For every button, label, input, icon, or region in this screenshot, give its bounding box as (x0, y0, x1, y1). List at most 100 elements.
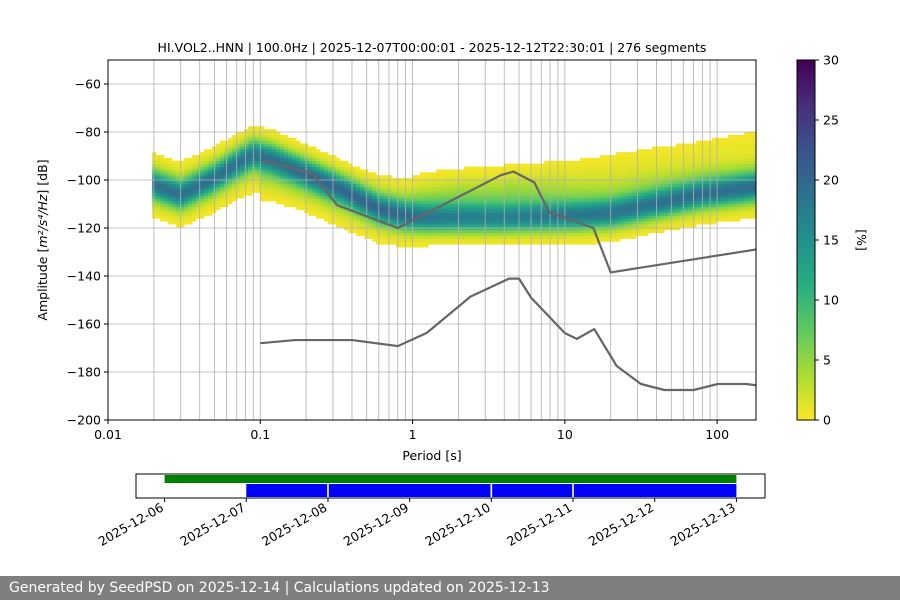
heatmap-cell (192, 198, 197, 202)
heatmap-cell (420, 238, 425, 242)
heatmap-cell (588, 229, 593, 234)
heatmap-cell (172, 166, 177, 170)
heatmap-cell (348, 201, 353, 205)
heatmap-cell (468, 227, 473, 231)
heatmap-cell (164, 198, 169, 202)
heatmap-cell (664, 160, 669, 164)
heatmap-cell (228, 180, 233, 185)
heatmap-cell (740, 137, 745, 141)
heatmap-cell (352, 172, 357, 176)
heatmap-cell (468, 232, 473, 236)
heatmap-cell (352, 229, 357, 234)
heatmap-cell (616, 155, 621, 159)
heatmap-cell (436, 221, 441, 225)
heatmap-cell (364, 224, 369, 228)
heatmap-cell (448, 172, 453, 176)
heatmap-cell (464, 204, 469, 208)
heatmap-cell (272, 134, 277, 139)
heatmap-cell (468, 186, 473, 190)
heatmap-cell (420, 195, 425, 199)
heatmap-cell (696, 212, 701, 216)
heatmap-cell (592, 204, 597, 208)
heatmap-cell (364, 195, 369, 199)
heatmap-cell (560, 227, 565, 231)
heatmap-cell (496, 241, 501, 245)
heatmap-cell (544, 235, 549, 239)
heatmap-cell (256, 129, 261, 133)
heatmap-cell (152, 215, 157, 219)
heatmap-cell (308, 149, 313, 153)
heatmap-cell (488, 212, 493, 216)
heatmap-cell (500, 235, 505, 239)
heatmap-cell (576, 172, 581, 176)
heatmap-cell (736, 149, 741, 153)
heatmap-cell (568, 212, 573, 216)
heatmap-cell (252, 134, 257, 139)
heatmap-cell (552, 224, 557, 228)
heatmap-cell (716, 189, 721, 193)
heatmap-cell (692, 180, 697, 185)
heatmap-cell (220, 149, 225, 153)
y-axis-label-end: ] [dB] (35, 159, 50, 194)
heatmap-cell (348, 204, 353, 208)
heatmap-cell (740, 172, 745, 176)
heatmap-cell (200, 169, 205, 173)
heatmap-cell (388, 189, 393, 193)
heatmap-cell (424, 172, 429, 176)
heatmap-cell (588, 238, 593, 242)
heatmap-cell (392, 198, 397, 202)
heatmap-cell (712, 140, 717, 144)
heatmap-cell (712, 172, 717, 176)
heatmap-cell (324, 198, 329, 202)
heatmap-cell (396, 195, 401, 199)
heatmap-cell (504, 218, 509, 222)
heatmap-cell (240, 195, 245, 199)
heatmap-cell (736, 183, 741, 188)
heatmap-cell (200, 212, 205, 216)
heatmap-cell (360, 204, 365, 208)
heatmap-cell (180, 221, 185, 225)
heatmap-cell (220, 183, 225, 188)
heatmap-cell (624, 163, 629, 167)
heatmap-cell (696, 209, 701, 213)
heatmap-cell (432, 189, 437, 193)
heatmap-cell (292, 175, 297, 179)
heatmap-cell (732, 186, 737, 190)
heatmap-cell (532, 235, 537, 239)
heatmap-cell (544, 229, 549, 234)
heatmap-cell (236, 195, 241, 199)
heatmap-cell (440, 201, 445, 205)
heatmap-cell (192, 155, 197, 159)
heatmap-cell (748, 166, 753, 170)
heatmap-cell (400, 189, 405, 193)
heatmap-cell (640, 169, 645, 173)
heatmap-cell (476, 204, 481, 208)
heatmap-cell (416, 186, 421, 190)
heatmap-cell (340, 186, 345, 190)
heatmap-cell (220, 157, 225, 162)
heatmap-cell (240, 140, 245, 144)
heatmap-cell (448, 169, 453, 173)
heatmap-cell (152, 169, 157, 173)
heatmap-cell (464, 227, 469, 231)
heatmap-cell (716, 180, 721, 185)
heatmap-cell (516, 186, 521, 190)
heatmap-cell (576, 183, 581, 188)
heatmap-cell (584, 160, 589, 164)
heatmap-cell (288, 149, 293, 153)
heatmap-cell (464, 238, 469, 242)
heatmap-cell (324, 215, 329, 219)
heatmap-cell (516, 183, 521, 188)
heatmap-cell (336, 221, 341, 225)
heatmap-cell (496, 238, 501, 242)
heatmap-cell (556, 232, 561, 236)
heatmap-cell (192, 204, 197, 208)
heatmap-cell (540, 163, 545, 167)
heatmap-cell (632, 189, 637, 193)
heatmap-cell (372, 224, 377, 228)
heatmap-cell (636, 149, 641, 153)
heatmap-cell (256, 169, 261, 173)
heatmap-cell (596, 218, 601, 222)
heatmap-cell (236, 166, 241, 170)
heatmap-cell (432, 186, 437, 190)
